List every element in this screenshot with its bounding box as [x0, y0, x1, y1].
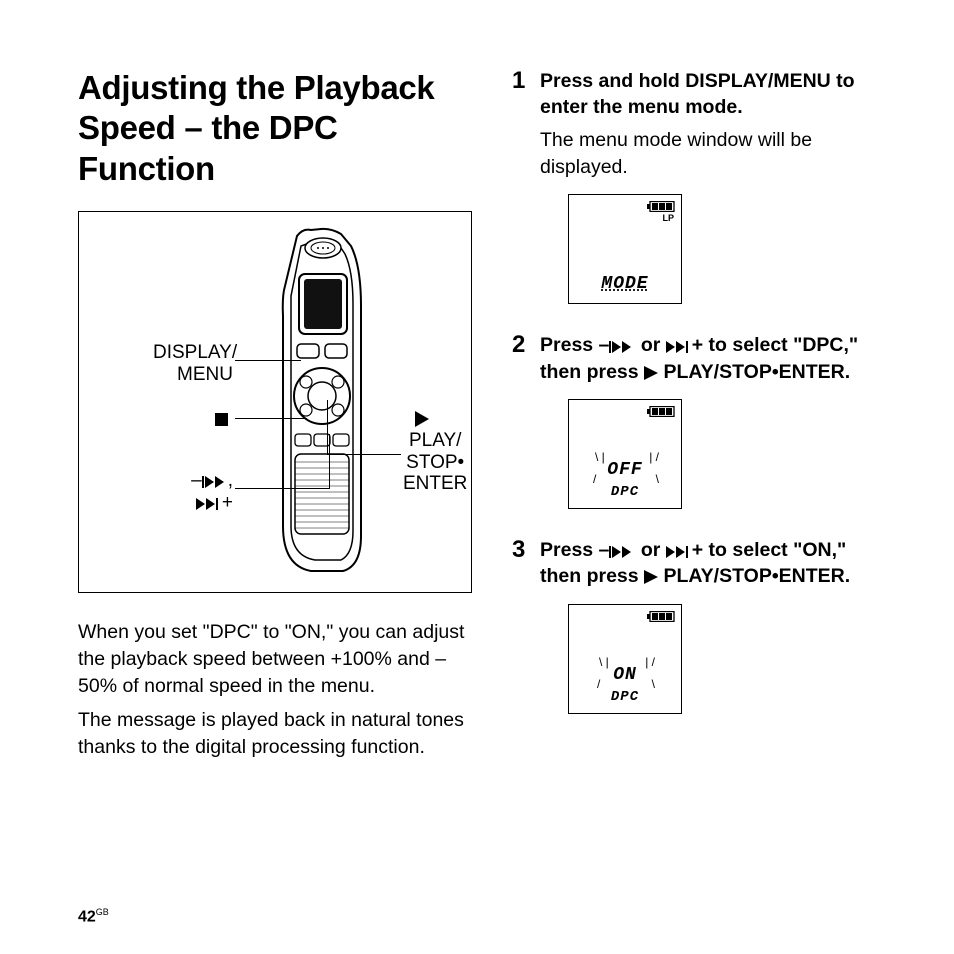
- label-stop-icon: [215, 410, 228, 432]
- leader-line: [327, 454, 401, 455]
- battery-icon: [647, 201, 675, 212]
- label-play-stop-enter: PLAY/STOP•ENTER: [403, 430, 467, 496]
- device-diagram: DISPLAY/MENU –, + PLAY/STOP•ENTER: [78, 211, 472, 593]
- battery-icon: [647, 406, 675, 417]
- lcd-text: OFF: [569, 460, 681, 480]
- intro-p2: The message is played back in natural to…: [78, 707, 472, 762]
- leader-line: [329, 434, 330, 489]
- intro-p1: When you set "DPC" to "ON," you can adju…: [78, 619, 472, 701]
- blink-icon: | /: [649, 450, 659, 464]
- blink-icon: \: [656, 472, 659, 486]
- blink-icon: /: [593, 472, 596, 486]
- play-icon: [644, 570, 658, 584]
- skip-next-icon: [666, 546, 692, 558]
- t: or: [635, 539, 665, 561]
- page-title: Adjusting the Playback Speed – the DPC F…: [78, 68, 472, 189]
- skip-next-icon: [666, 341, 692, 353]
- t: or: [635, 334, 665, 356]
- label-skip: –, +: [169, 470, 233, 514]
- leader-line: [235, 488, 329, 489]
- skip-prev-icon: [609, 546, 635, 558]
- blink-icon: \ |: [599, 655, 609, 669]
- step-3: 3 Press – or + to select "ON," then pres…: [512, 537, 882, 736]
- recorder-illustration: [271, 226, 371, 576]
- lcd-screen-1: LP MODE: [568, 194, 682, 304]
- lcd-subtext: DPC: [569, 689, 681, 705]
- step-desc: The menu mode window will be displayed.: [540, 127, 882, 181]
- step-2: 2 Press – or + to select "DPC," then pre…: [512, 332, 882, 531]
- blink-icon: \ |: [595, 450, 605, 464]
- intro-text: When you set "DPC" to "ON," you can adju…: [78, 619, 472, 761]
- t: Press –: [540, 539, 609, 561]
- lcd-screen-2: OFF DPC \ | | / / \: [568, 399, 682, 509]
- step-number: 3: [512, 537, 530, 736]
- blink-icon: \: [652, 677, 655, 691]
- battery-icon: [647, 611, 675, 622]
- t: Press –: [540, 334, 609, 356]
- label-display-menu: DISPLAY/MENU: [153, 342, 233, 386]
- step-1: 1 Press and hold DISPLAY/MENU to enter t…: [512, 68, 882, 326]
- step-number: 2: [512, 332, 530, 531]
- lcd-subtext: DPC: [569, 484, 681, 500]
- skip-prev-icon: [609, 341, 635, 353]
- page-n: 42: [78, 908, 96, 925]
- lcd-text: ON: [569, 665, 681, 685]
- leader-line: [235, 418, 307, 419]
- lcd-text: MODE: [569, 274, 681, 294]
- leader-line: [235, 360, 301, 361]
- step-title: Press – or + to select "ON," then press …: [540, 537, 882, 590]
- leader-line: [327, 400, 328, 455]
- blink-icon: /: [597, 677, 600, 691]
- step-title: Press and hold DISPLAY/MENU to enter the…: [540, 68, 882, 121]
- label-play-icon: [415, 408, 429, 430]
- t: PLAY/STOP•ENTER.: [658, 565, 850, 587]
- lp-indicator: LP: [662, 213, 674, 223]
- play-icon: [644, 366, 658, 380]
- t: PLAY/STOP•ENTER.: [658, 361, 850, 383]
- step-title: Press – or + to select "DPC," then press…: [540, 332, 882, 385]
- lcd-screen-3: ON DPC \ | | / / \: [568, 604, 682, 714]
- page-sup: GB: [96, 907, 109, 917]
- step-number: 1: [512, 68, 530, 326]
- blink-icon: | /: [645, 655, 655, 669]
- page-number: 42GB: [78, 907, 109, 926]
